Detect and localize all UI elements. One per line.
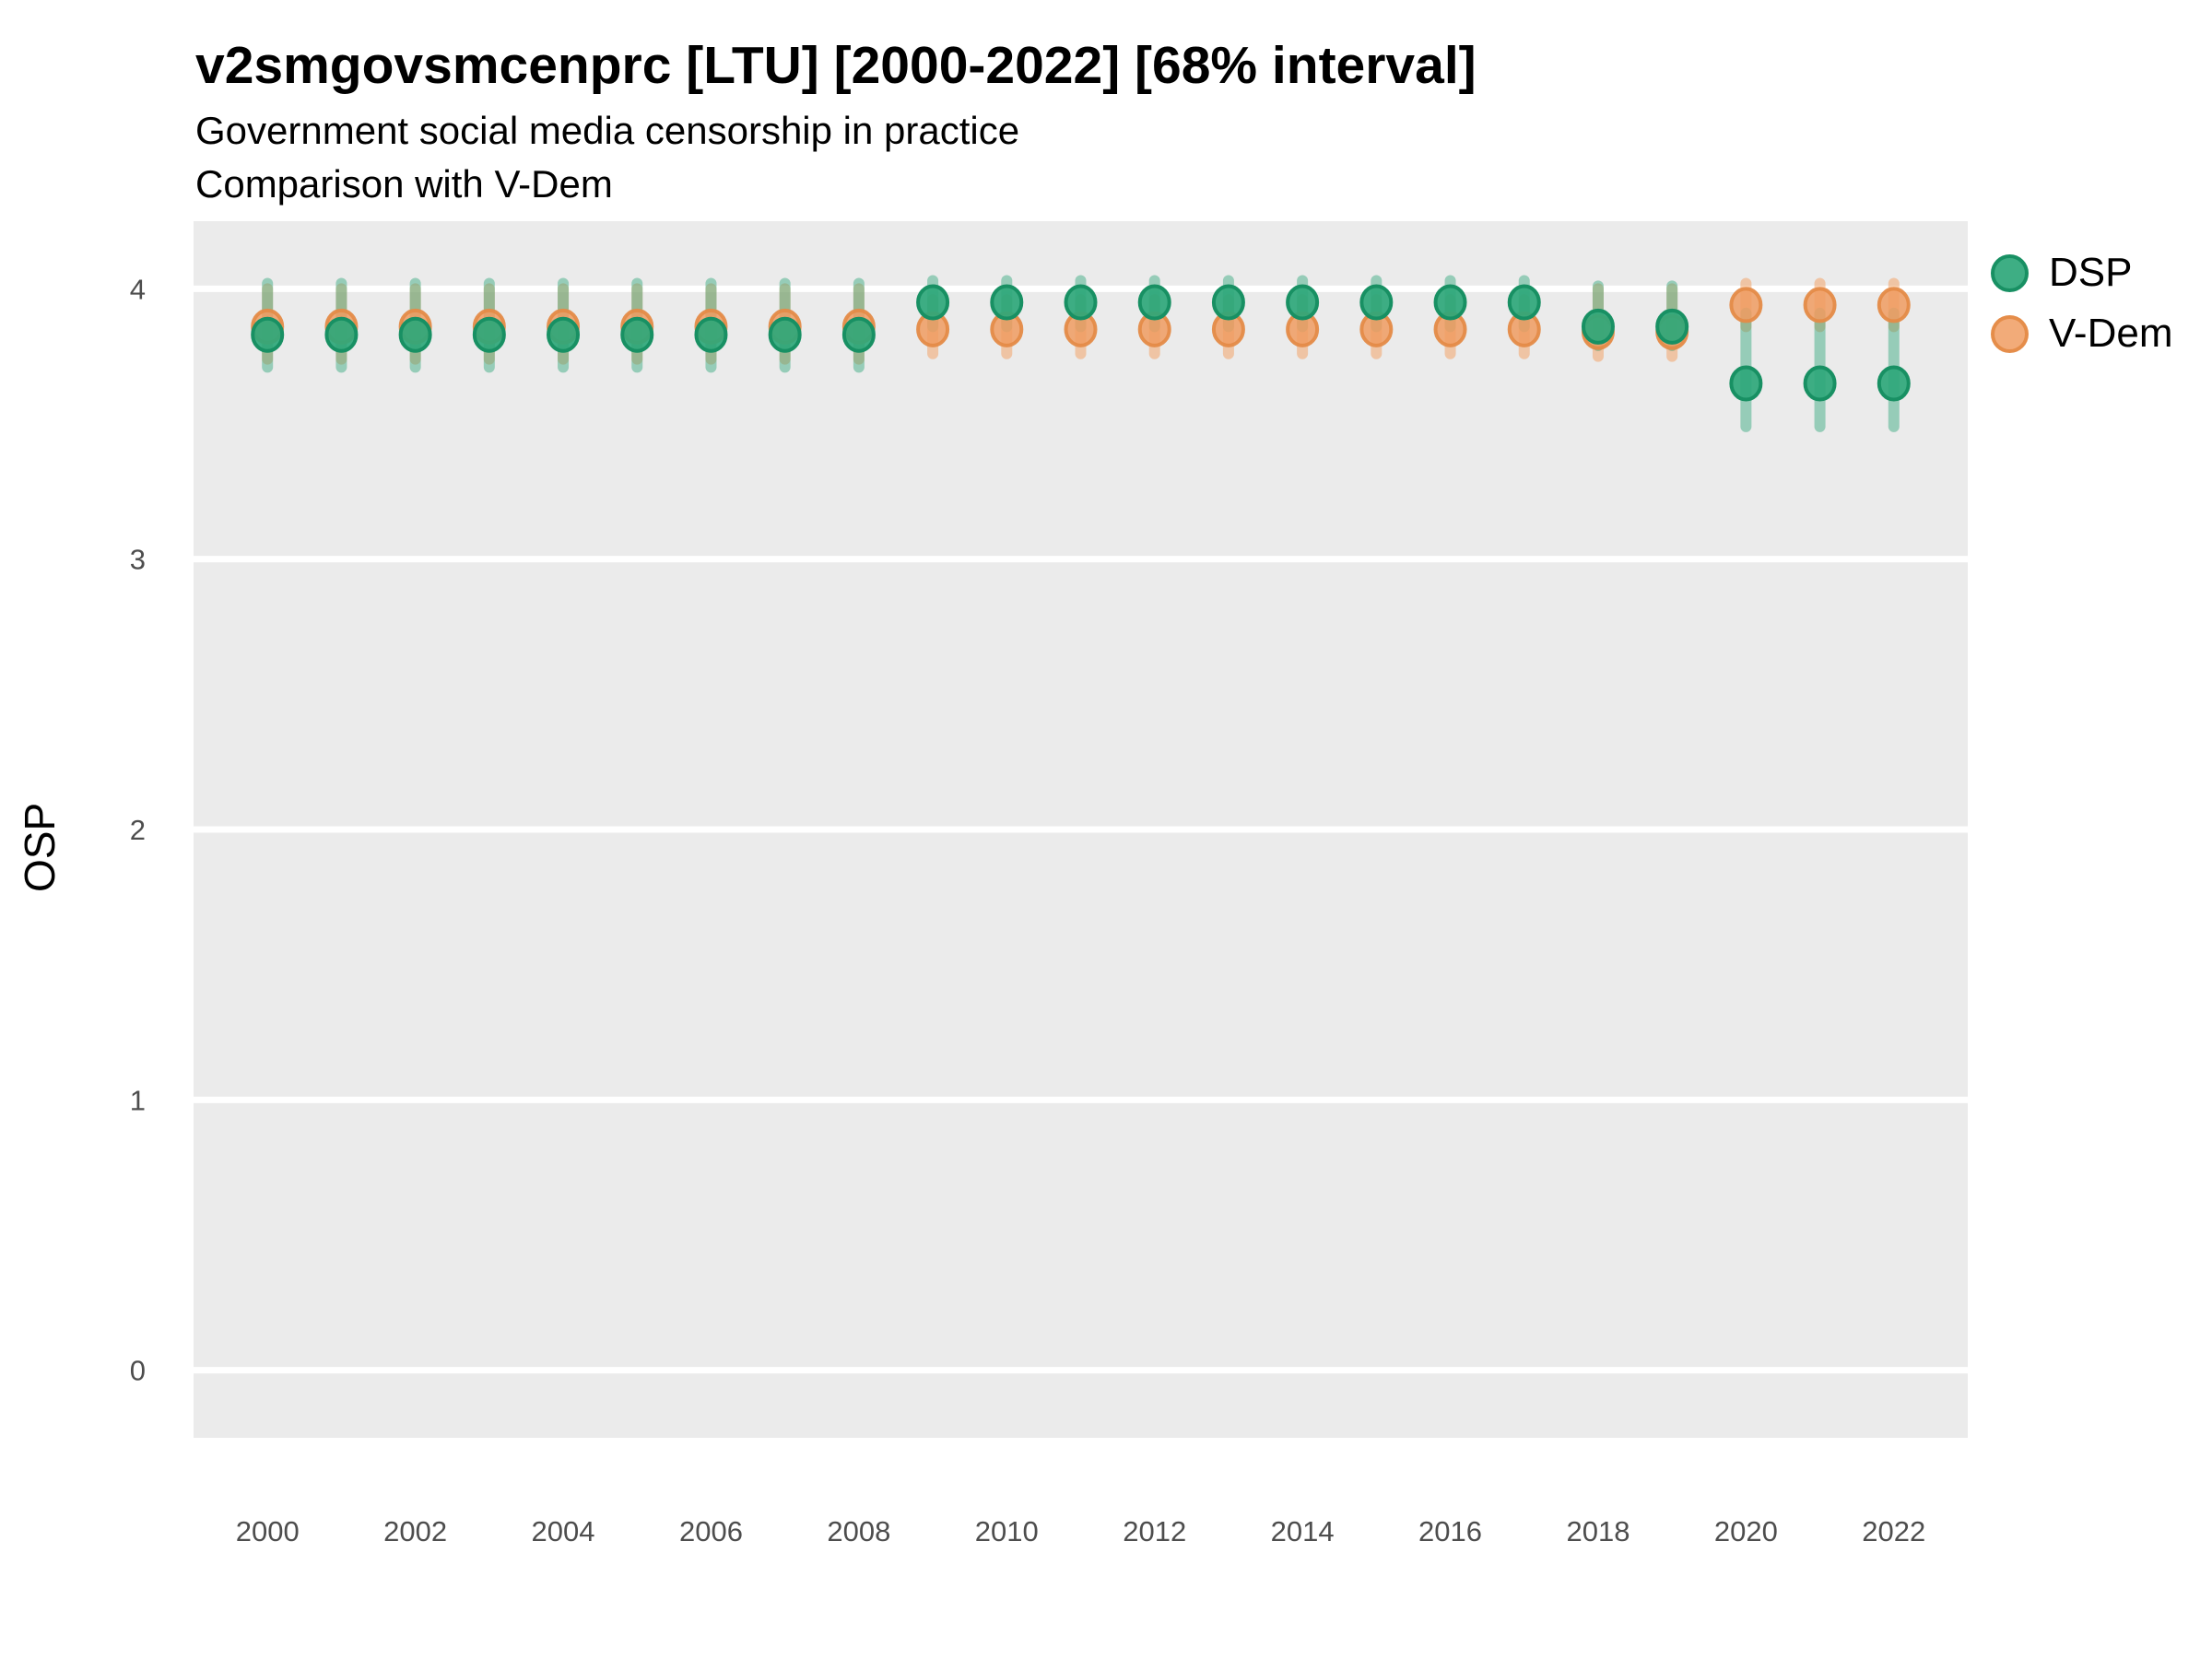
chart-subtitle-line1: Government social media censorship in pr… xyxy=(195,109,1020,152)
dsp-point-2015 xyxy=(1359,284,1394,321)
dsp-point-2004 xyxy=(547,316,581,353)
dsp-point-2007 xyxy=(768,316,802,353)
dsp-point-2008 xyxy=(841,316,876,353)
x-tick-label-2006: 2006 xyxy=(679,1515,743,1547)
y-axis-title: OSP xyxy=(16,802,64,892)
dsp-point-2001 xyxy=(324,316,359,353)
vdem-point-2022 xyxy=(1877,287,1911,324)
chart-subtitle-line2: Comparison with V-Dem xyxy=(195,162,613,206)
dsp-point-2002 xyxy=(398,316,432,353)
vdem-legend-marker-icon xyxy=(1991,314,2029,353)
dsp-point-2021 xyxy=(1803,365,1837,402)
dsp-point-2006 xyxy=(694,316,728,353)
y-tick-label-2: 2 xyxy=(130,814,146,846)
vdem-point-2020 xyxy=(1729,287,1763,324)
legend-item-dsp: DSP xyxy=(1991,249,2172,297)
legend-item-vdem: V-Dem xyxy=(1991,310,2172,358)
legend: DSP V-Dem xyxy=(1991,249,2172,358)
dsp-point-2009 xyxy=(916,284,950,321)
dsp-point-2000 xyxy=(251,316,285,353)
chart-title: v2smgovsmcenprc [LTU] [2000-2022] [68% i… xyxy=(195,36,1477,95)
vdem-legend-label: V-Dem xyxy=(2049,311,2173,356)
vdem-point-2021 xyxy=(1803,287,1837,324)
dsp-point-2011 xyxy=(1064,284,1098,321)
dsp-point-2012 xyxy=(1137,284,1171,321)
x-tick-label-2000: 2000 xyxy=(236,1515,300,1547)
y-tick-label-0: 0 xyxy=(130,1355,146,1387)
x-tick-label-2014: 2014 xyxy=(1271,1515,1335,1547)
x-tick-label-2022: 2022 xyxy=(1862,1515,1925,1547)
x-tick-label-2008: 2008 xyxy=(827,1515,890,1547)
dsp-point-2005 xyxy=(620,316,654,353)
dsp-point-2014 xyxy=(1286,284,1320,321)
x-tick-label-2010: 2010 xyxy=(975,1515,1039,1547)
x-tick-label-2016: 2016 xyxy=(1418,1515,1482,1547)
dsp-legend-marker-icon xyxy=(1991,253,2029,292)
x-tick-label-2002: 2002 xyxy=(383,1515,447,1547)
dsp-legend-label: DSP xyxy=(2049,250,2133,295)
x-tick-label-2018: 2018 xyxy=(1566,1515,1630,1547)
x-tick-label-2004: 2004 xyxy=(532,1515,595,1547)
x-tick-label-2020: 2020 xyxy=(1714,1515,1778,1547)
x-tick-label-2012: 2012 xyxy=(1123,1515,1186,1547)
dsp-point-2010 xyxy=(990,284,1024,321)
dsp-point-2022 xyxy=(1877,365,1911,402)
dsp-point-2019 xyxy=(1655,308,1689,345)
dsp-point-2018 xyxy=(1581,308,1615,345)
dsp-point-2003 xyxy=(472,316,506,353)
dsp-point-2020 xyxy=(1729,365,1763,402)
dsp-point-2017 xyxy=(1507,284,1541,321)
y-tick-label-4: 4 xyxy=(130,273,146,305)
y-tick-label-1: 1 xyxy=(130,1084,146,1116)
dsp-point-2016 xyxy=(1433,284,1467,321)
y-tick-label-3: 3 xyxy=(130,544,146,576)
dsp-point-2013 xyxy=(1211,284,1245,321)
